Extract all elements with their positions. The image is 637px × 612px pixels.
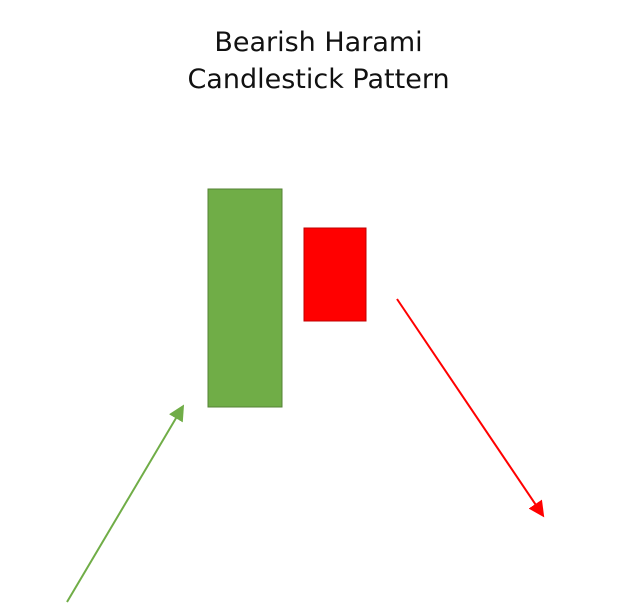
downtrend-arrow xyxy=(396,298,545,518)
bearish-candle xyxy=(303,227,367,322)
title-line-2: Candlestick Pattern xyxy=(187,64,450,95)
uptrend-arrow xyxy=(66,404,185,603)
bullish-candle xyxy=(207,188,283,408)
diagram-title: Bearish Harami Candlestick Pattern xyxy=(0,24,637,98)
title-line-1: Bearish Harami xyxy=(214,27,423,58)
